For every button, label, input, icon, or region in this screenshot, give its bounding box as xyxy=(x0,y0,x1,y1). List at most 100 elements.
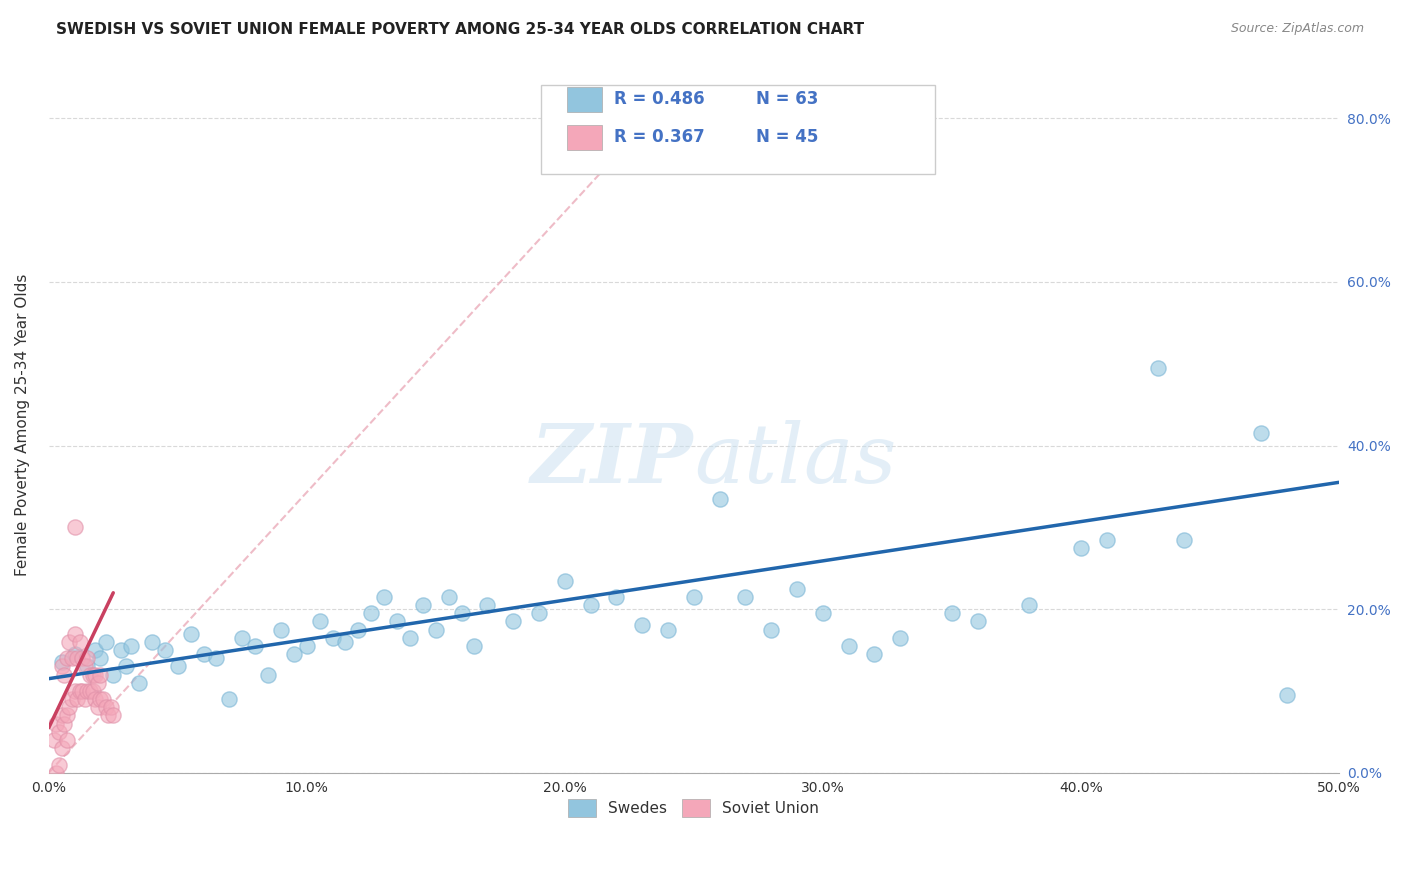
Point xyxy=(1250,426,1272,441)
Point xyxy=(811,606,834,620)
Text: ZIP: ZIP xyxy=(531,420,693,500)
Point xyxy=(110,643,132,657)
Point xyxy=(399,631,422,645)
Point xyxy=(45,716,67,731)
Point xyxy=(60,651,83,665)
Point xyxy=(66,692,89,706)
Point xyxy=(72,651,94,665)
Point xyxy=(734,590,756,604)
Point xyxy=(48,724,70,739)
Point xyxy=(73,692,96,706)
Point xyxy=(89,651,111,665)
Point xyxy=(502,615,524,629)
Point xyxy=(1018,598,1040,612)
Point xyxy=(786,582,808,596)
Point xyxy=(243,639,266,653)
Legend: Swedes, Soviet Union: Swedes, Soviet Union xyxy=(561,791,827,824)
Point xyxy=(128,675,150,690)
Point xyxy=(527,606,550,620)
Text: SWEDISH VS SOVIET UNION FEMALE POVERTY AMONG 25-34 YEAR OLDS CORRELATION CHART: SWEDISH VS SOVIET UNION FEMALE POVERTY A… xyxy=(56,22,865,37)
Point xyxy=(322,631,344,645)
Point xyxy=(205,651,228,665)
Point xyxy=(180,626,202,640)
Point xyxy=(554,574,576,588)
Point xyxy=(295,639,318,653)
Point xyxy=(1095,533,1118,547)
Point xyxy=(141,635,163,649)
Point xyxy=(76,684,98,698)
Text: Source: ZipAtlas.com: Source: ZipAtlas.com xyxy=(1230,22,1364,36)
Point xyxy=(58,700,80,714)
Point xyxy=(1070,541,1092,555)
Point xyxy=(84,667,107,681)
Point xyxy=(53,716,76,731)
Point xyxy=(63,626,86,640)
Point xyxy=(283,647,305,661)
Text: N = 63: N = 63 xyxy=(756,90,818,108)
Point xyxy=(84,692,107,706)
Point xyxy=(425,623,447,637)
Point xyxy=(759,623,782,637)
Point xyxy=(115,659,138,673)
Point xyxy=(76,659,98,673)
Point xyxy=(56,651,79,665)
Point xyxy=(682,590,704,604)
Point xyxy=(463,639,485,653)
Point xyxy=(51,659,73,673)
Point xyxy=(153,643,176,657)
Point xyxy=(82,667,104,681)
Point xyxy=(709,491,731,506)
Point xyxy=(1275,688,1298,702)
Point xyxy=(863,647,886,661)
Point xyxy=(87,700,110,714)
Point xyxy=(477,598,499,612)
Point xyxy=(91,692,114,706)
Point xyxy=(76,651,98,665)
Point xyxy=(69,684,91,698)
Point xyxy=(79,684,101,698)
Point xyxy=(889,631,911,645)
Point xyxy=(579,598,602,612)
Point xyxy=(257,667,280,681)
Point xyxy=(335,635,357,649)
Point xyxy=(60,692,83,706)
Point xyxy=(89,692,111,706)
Point xyxy=(166,659,188,673)
Point xyxy=(87,675,110,690)
Y-axis label: Female Poverty Among 25-34 Year Olds: Female Poverty Among 25-34 Year Olds xyxy=(15,274,30,576)
Point xyxy=(94,635,117,649)
Text: N = 45: N = 45 xyxy=(756,128,818,146)
Point xyxy=(1147,360,1170,375)
Point xyxy=(412,598,434,612)
Point xyxy=(48,757,70,772)
Point xyxy=(58,635,80,649)
Point xyxy=(941,606,963,620)
Point xyxy=(218,692,240,706)
Point xyxy=(42,733,65,747)
Point xyxy=(56,708,79,723)
Point xyxy=(51,655,73,669)
Point xyxy=(69,635,91,649)
Point xyxy=(360,606,382,620)
Point xyxy=(103,708,125,723)
Point xyxy=(657,623,679,637)
Point xyxy=(373,590,395,604)
Point xyxy=(51,741,73,756)
Point xyxy=(53,667,76,681)
Point xyxy=(100,700,122,714)
Point xyxy=(51,708,73,723)
Point xyxy=(966,615,988,629)
Point xyxy=(838,639,860,653)
Point xyxy=(385,615,408,629)
Point xyxy=(231,631,253,645)
Point xyxy=(63,647,86,661)
Text: atlas: atlas xyxy=(693,420,896,500)
Point xyxy=(437,590,460,604)
Point xyxy=(89,667,111,681)
Point xyxy=(450,606,472,620)
Point xyxy=(63,520,86,534)
Point xyxy=(97,708,120,723)
Point xyxy=(79,667,101,681)
Point xyxy=(45,765,67,780)
Point xyxy=(82,684,104,698)
